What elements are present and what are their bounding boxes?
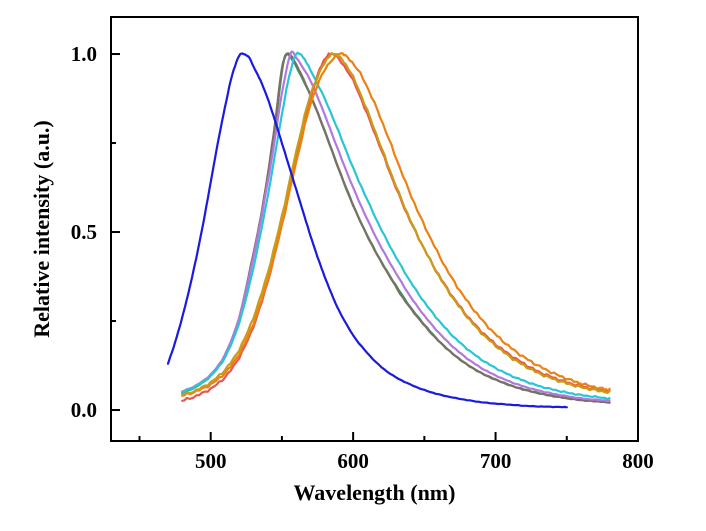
x-tick-label: 600 bbox=[337, 449, 369, 473]
series-blue-spectrum-curve bbox=[166, 52, 568, 409]
series-green-spectrum-curve bbox=[181, 52, 611, 404]
series-cyan-spectrum-curve bbox=[181, 51, 611, 401]
axes-frame bbox=[110, 16, 639, 442]
y-axis-title: Relative intensity (a.u.) bbox=[29, 120, 54, 338]
series-gray-spectrum-curve bbox=[181, 52, 611, 404]
x-tick-label: 700 bbox=[480, 449, 512, 473]
series-orange-spectrum-curve bbox=[181, 52, 611, 397]
x-tick-label: 800 bbox=[622, 449, 654, 473]
y-tick-label: 0.5 bbox=[71, 220, 97, 244]
series-dark-yellow-spectrum-curve bbox=[181, 52, 611, 397]
x-axis-title: Wavelength (nm) bbox=[293, 480, 456, 505]
y-tick-label: 1.0 bbox=[71, 42, 97, 66]
y-tick-label: 0.0 bbox=[71, 398, 97, 422]
series-red-spectrum-curve bbox=[181, 52, 611, 402]
series-purple-spectrum-curve bbox=[181, 50, 611, 403]
x-tick-label: 500 bbox=[195, 449, 227, 473]
